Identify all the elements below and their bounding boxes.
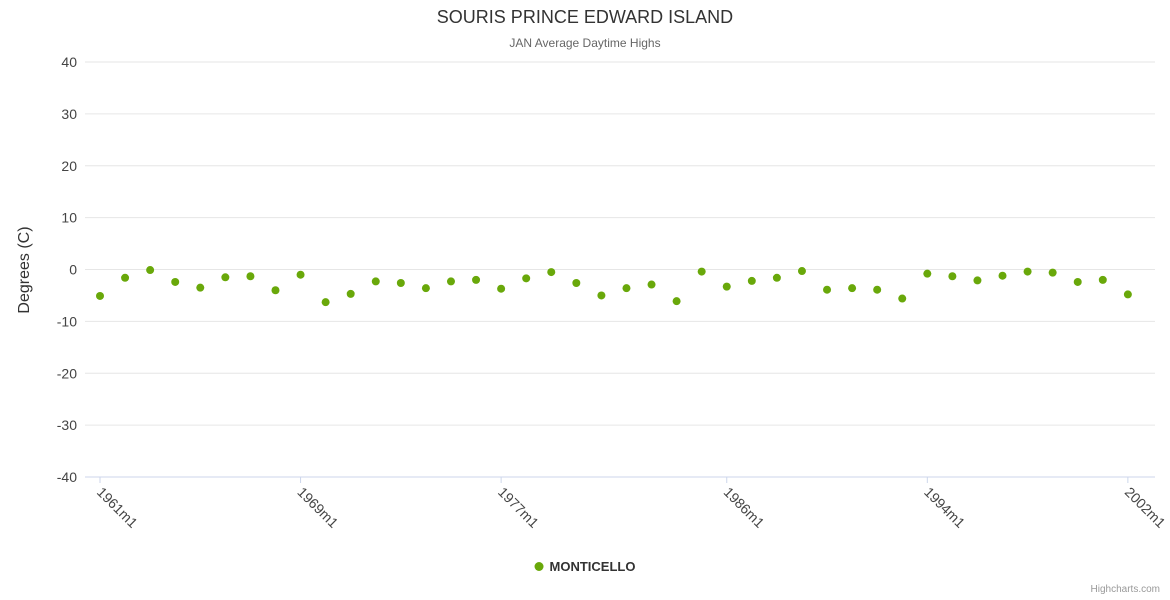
data-point[interactable]	[1023, 267, 1032, 276]
legend-item-monticello[interactable]: MONTICELLO	[534, 559, 636, 574]
data-point[interactable]	[923, 269, 932, 278]
y-axis-label: -40	[57, 469, 77, 485]
data-point[interactable]	[472, 275, 481, 284]
data-point[interactable]	[1098, 275, 1107, 284]
data-point[interactable]	[948, 272, 957, 281]
data-point[interactable]	[672, 297, 681, 306]
data-point[interactable]	[597, 291, 606, 300]
data-point[interactable]	[572, 278, 581, 287]
data-point[interactable]	[547, 268, 556, 277]
data-point[interactable]	[1123, 290, 1132, 299]
data-point[interactable]	[1048, 268, 1057, 277]
data-point[interactable]	[973, 276, 982, 285]
data-point[interactable]	[823, 285, 832, 294]
data-point[interactable]	[121, 273, 130, 282]
x-axis-label: 1986m1	[721, 484, 768, 531]
data-point[interactable]	[848, 284, 857, 293]
x-axis-label: 1977m1	[495, 484, 542, 531]
data-point[interactable]	[96, 291, 104, 300]
data-point[interactable]	[898, 294, 907, 303]
data-point[interactable]	[146, 266, 155, 275]
legend-series-label: MONTICELLO	[549, 559, 636, 574]
y-axis-title: Degrees (C)	[16, 226, 33, 314]
y-axis-label: -20	[57, 365, 77, 381]
data-point[interactable]	[371, 277, 380, 286]
data-point[interactable]	[221, 273, 230, 282]
data-point[interactable]	[797, 267, 806, 276]
data-point[interactable]	[396, 278, 405, 287]
x-axis-label: 2002m1	[1122, 484, 1169, 531]
y-axis-label: -30	[57, 417, 77, 433]
x-axis-label: 1969m1	[294, 484, 341, 531]
data-point[interactable]	[446, 277, 455, 286]
data-point[interactable]	[346, 289, 355, 298]
y-axis-label: 40	[61, 54, 77, 70]
y-axis-label: 20	[61, 158, 77, 174]
x-axis-label: 1994m1	[921, 484, 968, 531]
data-point[interactable]	[246, 272, 255, 281]
legend-marker-icon	[534, 562, 544, 571]
data-point[interactable]	[171, 277, 180, 286]
y-axis-label: 30	[61, 106, 77, 122]
data-point[interactable]	[772, 273, 781, 282]
y-axis-label: 0	[69, 262, 77, 278]
x-axis-label: 1961m1	[94, 484, 141, 531]
data-point[interactable]	[622, 284, 631, 293]
chart-subtitle: JAN Average Daytime Highs	[509, 36, 661, 50]
data-point[interactable]	[722, 282, 731, 291]
data-point[interactable]	[873, 285, 882, 294]
data-point[interactable]	[196, 283, 205, 292]
y-axis-label: -10	[57, 313, 77, 329]
data-point[interactable]	[998, 271, 1007, 280]
data-point[interactable]	[296, 270, 305, 279]
data-point[interactable]	[747, 276, 756, 285]
data-point[interactable]	[321, 298, 330, 307]
data-point[interactable]	[1073, 277, 1082, 286]
data-point[interactable]	[271, 286, 280, 295]
highcharts-credits-link[interactable]: Highcharts.com	[1090, 584, 1160, 595]
data-point[interactable]	[421, 284, 430, 293]
data-point[interactable]	[522, 274, 531, 283]
data-point[interactable]	[647, 280, 656, 289]
y-axis-label: 10	[61, 210, 77, 226]
chart-title: SOURIS PRINCE EDWARD ISLAND	[436, 7, 734, 27]
data-point[interactable]	[697, 267, 706, 276]
data-point[interactable]	[497, 284, 506, 293]
